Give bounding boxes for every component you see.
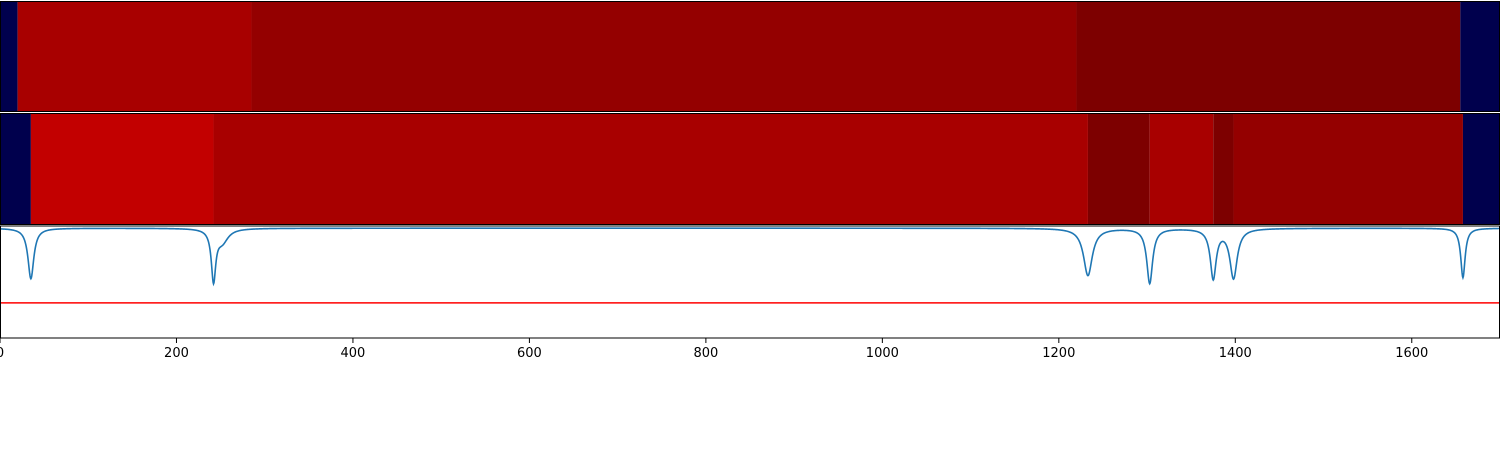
heatmap-cell: [17, 1, 252, 112]
x-tick-label: 600: [517, 346, 542, 361]
heatmap-cell: [1213, 113, 1234, 225]
heatmap-cell: [1076, 1, 1461, 112]
heatmap-cell: [1087, 113, 1150, 225]
heatmap-band-1: [0, 1, 1500, 112]
heatmap-cell: [0, 1, 18, 112]
heatmap-cell: [0, 113, 31, 225]
x-tick-label: 1000: [866, 346, 899, 361]
x-tick-label: 400: [341, 346, 366, 361]
x-tick-label: 200: [164, 346, 189, 361]
heatmap-cell: [251, 1, 1077, 112]
heatmap-cell: [30, 113, 214, 225]
signal-background: [0, 226, 1500, 338]
x-tick-label: 0: [0, 346, 4, 361]
signal-line: [0, 227, 1500, 287]
heatmap-cell: [213, 113, 1088, 225]
x-tick-label: 800: [693, 346, 718, 361]
x-tick-label: 1400: [1219, 346, 1252, 361]
heatmap-cell: [1233, 113, 1463, 225]
heatmap-cell: [1149, 113, 1214, 225]
heatmap-band-2: [0, 113, 1500, 225]
x-axis: 0 200 400 600 800 1000 1200 1400 1600: [0, 338, 1428, 361]
heatmap-cell: [1462, 113, 1500, 225]
x-tick-label: 1600: [1395, 346, 1428, 361]
heatmap-cell: [1460, 1, 1500, 112]
signal-panel: [0, 225, 1500, 339]
x-tick-label: 1200: [1042, 346, 1075, 361]
